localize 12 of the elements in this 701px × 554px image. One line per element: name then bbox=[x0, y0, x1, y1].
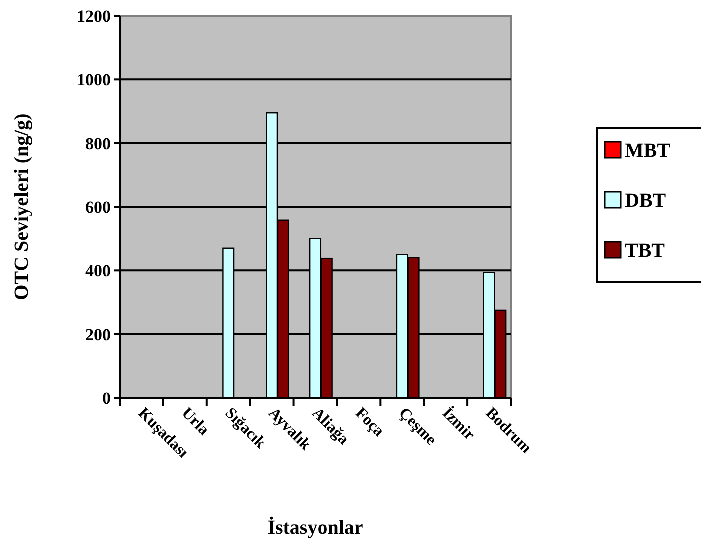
y-tick-label: 200 bbox=[86, 325, 111, 344]
legend-label: MBT bbox=[625, 140, 672, 162]
y-tick-label: 400 bbox=[86, 262, 111, 281]
y-tick-label: 1000 bbox=[77, 70, 111, 90]
y-tick-label: 1200 bbox=[77, 6, 111, 26]
y-axis-title: OTC Seviyeleri (ng/g) bbox=[11, 114, 33, 300]
y-tick-label: 800 bbox=[86, 134, 111, 154]
y-tick-label: 600 bbox=[86, 198, 111, 217]
x-axis-title: İstasyonlar bbox=[268, 516, 364, 539]
legend-label: DBT bbox=[625, 190, 667, 212]
y-tick-label: 0 bbox=[102, 388, 111, 408]
legend-label: TBT bbox=[625, 240, 666, 262]
